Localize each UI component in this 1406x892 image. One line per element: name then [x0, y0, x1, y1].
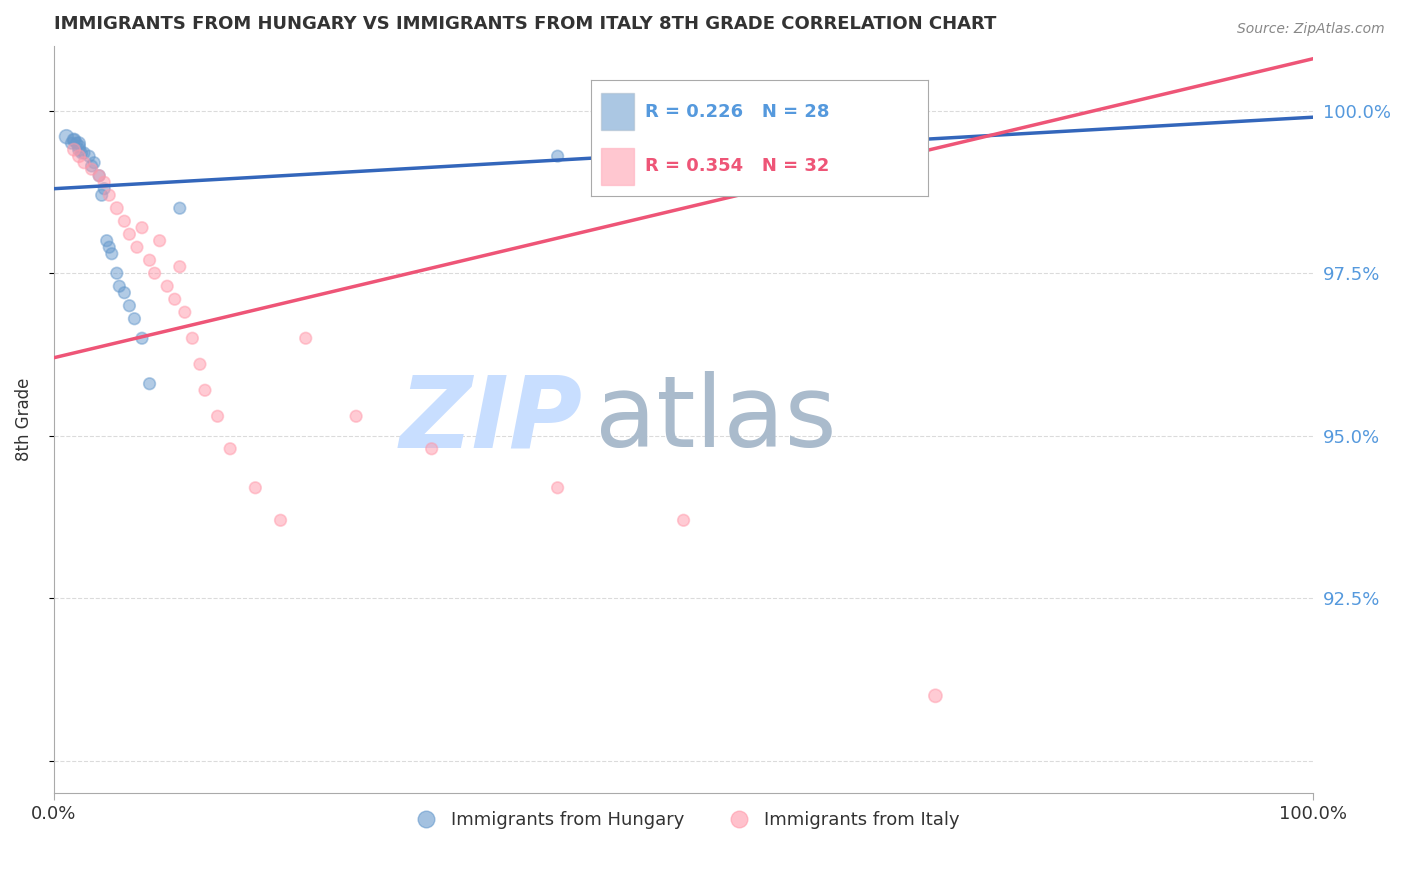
Point: [270, 513, 292, 527]
Point: [67, 149, 90, 163]
Point: [143, 266, 166, 280]
Point: [55, 129, 77, 144]
Point: [547, 149, 569, 163]
Point: [672, 513, 695, 527]
Point: [100, 246, 122, 260]
Point: [98, 188, 121, 202]
Point: [169, 201, 191, 215]
Point: [112, 285, 135, 300]
Point: [93, 182, 115, 196]
Bar: [600, 93, 634, 130]
Point: [149, 234, 172, 248]
Point: [219, 442, 242, 456]
Text: IMMIGRANTS FROM HUNGARY VS IMMIGRANTS FROM ITALY 8TH GRADE CORRELATION CHART: IMMIGRANTS FROM HUNGARY VS IMMIGRANTS FR…: [53, 15, 997, 33]
Point: [245, 481, 267, 495]
Point: [98, 240, 121, 254]
Point: [73, 145, 96, 160]
Point: [125, 240, 148, 254]
Point: [63, 143, 86, 157]
Point: [924, 689, 946, 703]
Point: [344, 409, 367, 424]
Point: [547, 481, 569, 495]
Point: [67, 136, 90, 151]
Point: [63, 133, 86, 147]
Text: atlas: atlas: [595, 371, 837, 468]
Point: [89, 169, 111, 183]
Text: R = 0.226   N = 28: R = 0.226 N = 28: [644, 103, 830, 120]
Point: [105, 266, 128, 280]
Point: [77, 149, 100, 163]
Point: [73, 155, 96, 169]
Y-axis label: 8th Grade: 8th Grade: [15, 378, 32, 461]
Point: [156, 279, 179, 293]
Point: [131, 220, 153, 235]
Point: [138, 376, 160, 391]
Point: [124, 311, 146, 326]
Point: [420, 442, 443, 456]
Point: [294, 331, 316, 345]
Point: [70, 145, 93, 160]
Point: [118, 227, 141, 242]
Point: [105, 201, 128, 215]
Bar: [600, 147, 634, 185]
Point: [89, 169, 111, 183]
Point: [60, 136, 83, 151]
Point: [169, 260, 191, 274]
Point: [138, 253, 160, 268]
Point: [163, 292, 186, 306]
Point: [194, 384, 217, 398]
Point: [80, 162, 103, 177]
Point: [63, 133, 86, 147]
Text: Source: ZipAtlas.com: Source: ZipAtlas.com: [1237, 22, 1385, 37]
Point: [112, 214, 135, 228]
Point: [181, 331, 204, 345]
Point: [67, 143, 90, 157]
Point: [67, 139, 90, 153]
Point: [118, 299, 141, 313]
Legend: Immigrants from Hungary, Immigrants from Italy: Immigrants from Hungary, Immigrants from…: [401, 805, 967, 837]
Point: [93, 175, 115, 189]
Point: [188, 357, 211, 371]
Point: [80, 159, 103, 173]
Point: [90, 188, 112, 202]
Point: [131, 331, 153, 345]
Point: [83, 155, 105, 169]
Text: ZIP: ZIP: [399, 371, 583, 468]
Point: [207, 409, 229, 424]
Point: [173, 305, 195, 319]
Point: [96, 234, 118, 248]
Text: R = 0.354   N = 32: R = 0.354 N = 32: [644, 157, 830, 175]
Point: [108, 279, 131, 293]
Point: [65, 136, 87, 151]
